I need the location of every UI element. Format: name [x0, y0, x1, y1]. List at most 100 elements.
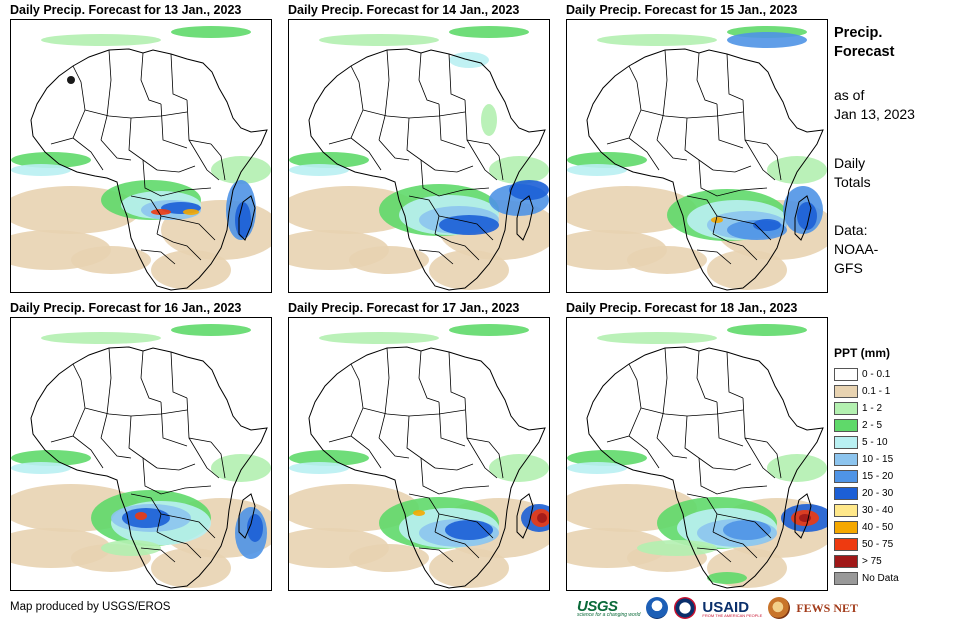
- ppt-legend: PPT (mm) 0 - 0.1 0.1 - 1 1 - 2 2 - 5 5 - 10 1…: [834, 346, 964, 587]
- country-border: [210, 143, 226, 181]
- country-border: [350, 137, 382, 171]
- madagascar-outline: [238, 493, 256, 539]
- noaa-logo-icon: [646, 597, 669, 619]
- precip-map: [10, 19, 272, 293]
- country-border: [156, 463, 196, 471]
- country-border: [744, 139, 776, 181]
- precip-area: [247, 514, 263, 542]
- precip-area: [767, 156, 827, 184]
- country-border: [186, 99, 212, 145]
- country-border: [438, 513, 494, 539]
- country-border: [712, 233, 758, 261]
- precip-area: [481, 104, 497, 136]
- country-border: [438, 103, 466, 149]
- precip-layer: [289, 26, 549, 290]
- legend-item: 40 - 50: [834, 519, 964, 536]
- continent-outline: [30, 48, 268, 291]
- country-border: [160, 513, 216, 539]
- legend-item: 0.1 - 1: [834, 383, 964, 400]
- country-border: [628, 137, 660, 171]
- legend-title: PPT (mm): [834, 346, 891, 360]
- country-border: [716, 513, 772, 539]
- legend-label: 15 - 20: [862, 471, 894, 482]
- country-border: [766, 441, 782, 479]
- country-border: [188, 139, 220, 181]
- country-border: [448, 53, 466, 101]
- country-border: [378, 139, 410, 161]
- legend-item: No Data: [834, 570, 964, 587]
- country-border: [160, 103, 188, 149]
- precip-area: [211, 454, 271, 482]
- country-border: [716, 103, 744, 149]
- legend-label: 30 - 40: [862, 505, 894, 516]
- country-border: [130, 493, 162, 533]
- precip-area: [797, 202, 817, 230]
- country-border: [712, 165, 752, 173]
- precip-area: [707, 572, 747, 584]
- legend-label: 5 - 10: [862, 437, 888, 448]
- country-border: [350, 435, 382, 469]
- precip-area: [567, 450, 647, 466]
- legend-swatch: [834, 521, 858, 534]
- panel-title: Daily Precip. Forecast for 16 Jan., 2023: [10, 301, 242, 315]
- country-border: [140, 350, 162, 403]
- country-border: [210, 441, 226, 479]
- usgs-tagline: science for a changing world: [577, 612, 641, 618]
- panel-title: Daily Precip. Forecast for 13 Jan., 2023: [10, 3, 242, 17]
- usgs-logo-text: USGS: [577, 598, 618, 615]
- continent-outline: [30, 346, 268, 589]
- legend-item: 50 - 75: [834, 536, 964, 553]
- usaid-seal-icon: [674, 597, 697, 619]
- precip-area: [567, 152, 647, 168]
- country-border: [684, 117, 714, 171]
- country-border: [50, 363, 86, 443]
- country-border: [698, 159, 768, 197]
- usaid-logo: USAID FROM THE AMERICAN PEOPLE: [702, 599, 762, 618]
- usaid-tagline: FROM THE AMERICAN PEOPLE: [702, 612, 763, 618]
- country-border: [160, 401, 188, 447]
- credit-text: Map produced by USGS/EROS: [10, 601, 171, 613]
- country-border: [378, 347, 390, 439]
- precip-map: [566, 317, 828, 591]
- legend-label: 20 - 30: [862, 488, 894, 499]
- country-border: [438, 401, 466, 447]
- country-border: [466, 437, 498, 479]
- country-border: [408, 493, 440, 533]
- country-border: [464, 397, 490, 443]
- precip-area: [727, 324, 807, 336]
- data-line3: GFS: [834, 260, 863, 276]
- country-border: [744, 437, 776, 479]
- country-border: [406, 415, 436, 469]
- precip-area: [727, 32, 807, 48]
- precip-area: [11, 164, 71, 176]
- side-info: Precip. Forecast as of Jan 13, 2023 Dail…: [834, 24, 964, 278]
- country-border: [628, 435, 660, 469]
- precip-area: [319, 34, 439, 46]
- precip-area: [567, 186, 697, 234]
- precip-area: [711, 217, 723, 223]
- country-border: [328, 363, 364, 443]
- country-border: [170, 53, 188, 101]
- totals-line2: Totals: [834, 174, 871, 190]
- country-border: [362, 109, 466, 119]
- precip-area: [171, 324, 251, 336]
- country-border: [72, 137, 104, 171]
- agency-logos: USGS science for a changing world USAID …: [577, 595, 858, 621]
- country-border: [684, 415, 714, 469]
- country-border: [448, 351, 466, 399]
- precip-layer: [567, 324, 827, 588]
- side-title-line2: Forecast: [834, 44, 895, 60]
- precip-area: [289, 462, 349, 474]
- country-border: [742, 99, 768, 145]
- country-border: [156, 233, 202, 261]
- country-border: [100, 347, 112, 439]
- legend-item: 2 - 5: [834, 417, 964, 434]
- country-border: [712, 463, 752, 471]
- legend-swatch: [834, 470, 858, 483]
- precip-area: [413, 510, 425, 516]
- continent-outline: [308, 48, 546, 291]
- precip-area: [67, 76, 75, 84]
- country-border: [156, 165, 196, 173]
- country-border: [766, 143, 782, 181]
- country-border: [100, 139, 132, 161]
